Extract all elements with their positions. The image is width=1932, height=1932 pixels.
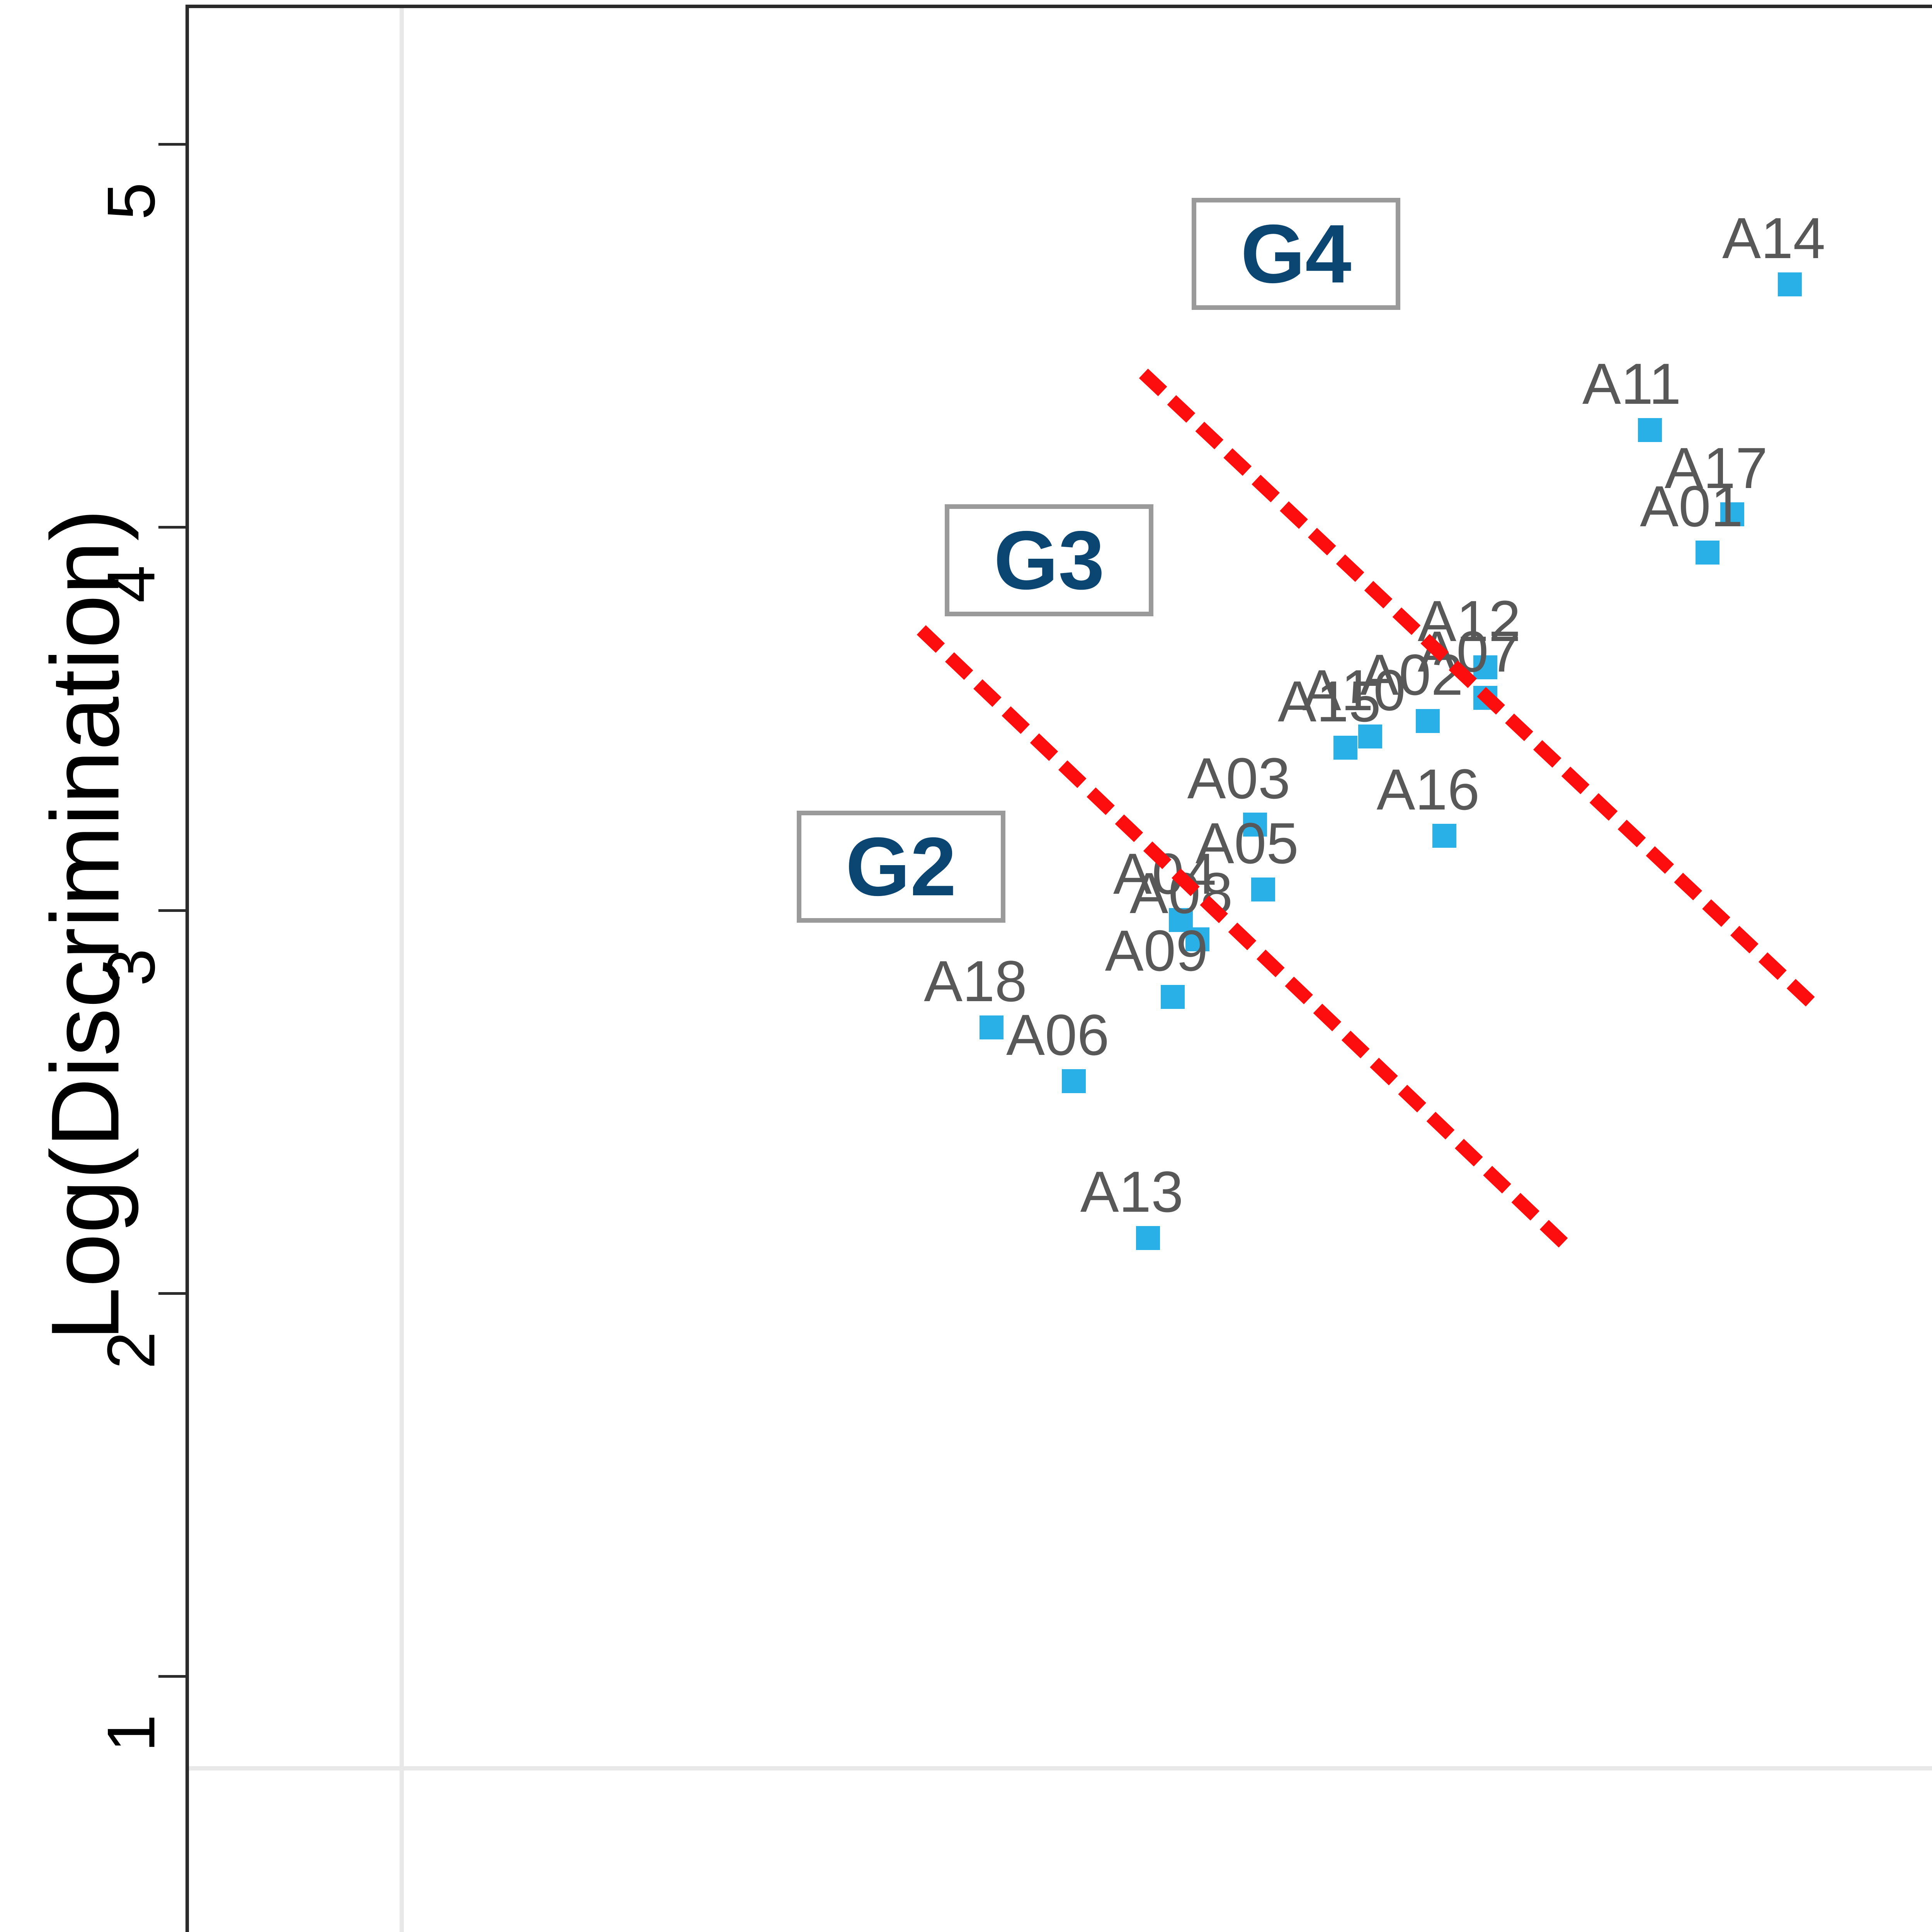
point-label-a11: A11: [1582, 351, 1681, 416]
data-point-a09[interactable]: [1160, 985, 1185, 1009]
data-point-a17[interactable]: [1720, 502, 1744, 526]
y-tick-label: 3: [94, 948, 169, 986]
y-tick-mark: [158, 1675, 185, 1678]
y-tick-label: 1: [94, 1714, 169, 1752]
gridline-horizontal: [189, 1766, 1932, 1770]
y-tick-mark: [158, 1292, 185, 1295]
point-label-a17: A17: [1665, 435, 1768, 500]
y-tick-mark: [158, 526, 185, 529]
group-label-g2[interactable]: G2: [796, 810, 1005, 923]
point-label-a01: A01: [1640, 473, 1743, 539]
point-label-a09: A09: [1105, 918, 1208, 983]
data-point-a06[interactable]: [1062, 1069, 1086, 1093]
point-label-a03: A03: [1187, 745, 1291, 811]
data-point-a05[interactable]: [1251, 878, 1275, 902]
data-point-a07[interactable]: [1473, 686, 1497, 710]
trend-line-lower-boundary: [917, 625, 1568, 1248]
point-label-a16: A16: [1376, 757, 1480, 822]
y-tick-label: 5: [94, 182, 169, 220]
point-label-a05: A05: [1195, 811, 1299, 876]
plot-panel: A14 A11 A17 A01 A12 A07 A02 A10 A15 A16 A03 A05 A04 A…: [185, 5, 1932, 1932]
group-label-g4[interactable]: G4: [1192, 197, 1401, 310]
y-tick-mark: [158, 909, 185, 912]
data-point-a11[interactable]: [1638, 418, 1662, 442]
data-point-a16[interactable]: [1432, 824, 1456, 848]
y-tick-label: 2: [94, 1331, 169, 1369]
y-tick-label: 4: [94, 565, 169, 603]
point-label-a14: A14: [1722, 205, 1825, 270]
point-label-a02: A02: [1360, 642, 1463, 707]
point-label-a04: A04: [1113, 841, 1216, 906]
point-label-a06: A06: [1006, 1002, 1109, 1067]
data-point-a13[interactable]: [1136, 1226, 1160, 1250]
gridline-vertical: [400, 8, 404, 1932]
point-label-a18: A18: [924, 948, 1027, 1014]
y-tick-mark: [158, 143, 185, 146]
data-point-a15[interactable]: [1333, 736, 1357, 760]
data-point-a03[interactable]: [1243, 812, 1267, 837]
point-label-a13: A13: [1080, 1159, 1184, 1225]
group-label-g3[interactable]: G3: [945, 504, 1154, 616]
data-point-a14[interactable]: [1778, 272, 1802, 296]
point-label-a12: A12: [1418, 588, 1521, 654]
data-point-a08[interactable]: [1185, 927, 1209, 951]
point-label-a07: A07: [1418, 619, 1521, 684]
data-point-a02[interactable]: [1415, 709, 1440, 733]
data-point-a12[interactable]: [1473, 655, 1497, 680]
point-label-a08: A08: [1129, 860, 1233, 925]
point-label-a10: A10: [1302, 657, 1406, 723]
data-point-a10[interactable]: [1358, 724, 1382, 748]
data-point-a18[interactable]: [980, 1015, 1003, 1039]
point-label-a15: A15: [1277, 669, 1381, 734]
data-point-a01[interactable]: [1696, 540, 1720, 565]
